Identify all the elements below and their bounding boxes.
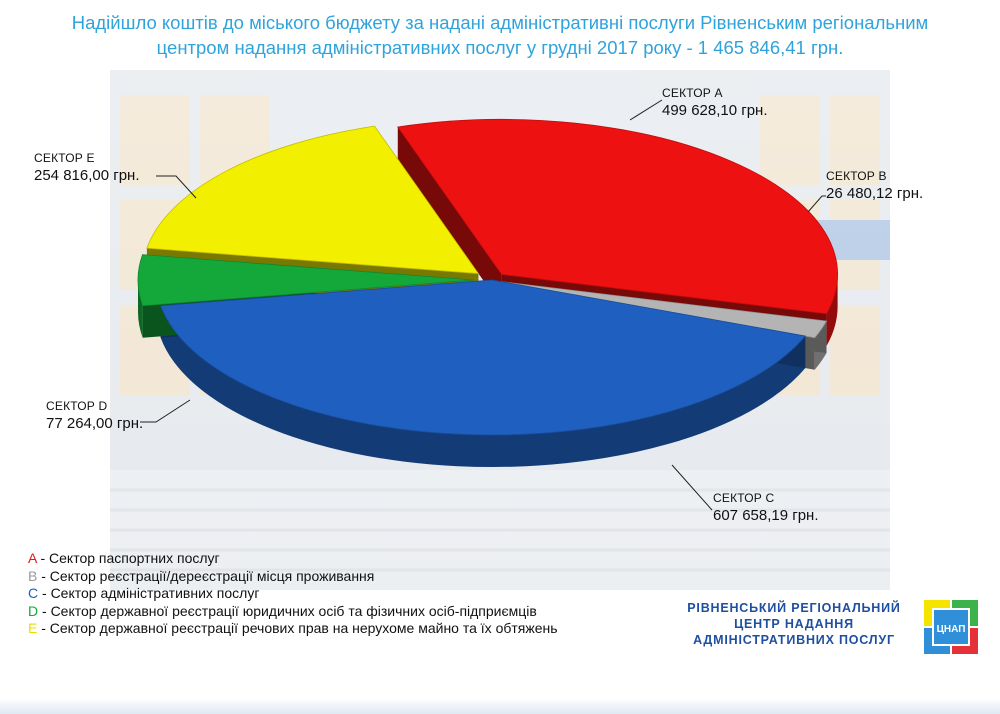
legend-item: E - Сектор державної реєстрації речових …	[28, 620, 558, 638]
logo-yellow-corner	[924, 600, 950, 626]
label-sector-d-name: СЕКТОР D	[46, 399, 108, 413]
leader-line-d	[140, 399, 191, 423]
leader-line-a	[629, 99, 663, 121]
logo-blue-corner	[924, 628, 950, 654]
logo-text: ЦНАП	[937, 624, 966, 635]
legend-text-c: - Сектор адміністративних послуг	[38, 585, 260, 601]
org-line-1: РІВНЕНСЬКИЙ РЕГІОНАЛЬНИЙ	[687, 601, 901, 615]
pie-slice-d	[137, 254, 475, 307]
legend-key-a: A	[28, 550, 37, 566]
pie-side-c	[160, 305, 806, 468]
legend-item: D - Сектор державної реєстрації юридични…	[28, 603, 558, 621]
label-sector-d-value: 77 264,00 грн.	[46, 415, 144, 432]
bottom-strip	[0, 698, 1000, 714]
label-sector-b-value: 26 480,12 грн.	[826, 185, 924, 202]
legend-key-e: E	[28, 620, 38, 636]
legend: A - Сектор паспортних послуг B - Сектор …	[28, 550, 558, 638]
org-line-2: ЦЕНТР НАДАННЯ	[734, 617, 854, 631]
label-sector-e: СЕКТОР Е 254 816,00 грн.	[34, 150, 140, 184]
legend-key-b: B	[28, 567, 38, 584]
chart-title: Надійшло коштів до міського бюджету за н…	[71, 12, 929, 58]
cnap-logo: ЦНАП	[924, 600, 978, 654]
logo-green-corner	[952, 600, 978, 626]
legend-text-e: - Сектор державної реєстрації речових пр…	[37, 620, 558, 636]
org-line-3: АДМІНІСТРАТИВНИХ ПОСЛУГ	[693, 633, 895, 647]
legend-key-d: D	[28, 602, 39, 619]
legend-key-c: C	[28, 585, 39, 601]
label-sector-c: СЕКТОР С 607 658,19 грн.	[713, 490, 819, 524]
legend-text-d: - Сектор державної реєстрації юридичних …	[38, 602, 537, 619]
label-sector-a-value: 499 628,10 грн.	[662, 102, 768, 119]
pie-chart	[137, 99, 838, 511]
legend-item: C - Сектор адміністративних послуг	[28, 585, 558, 603]
label-sector-d: СЕКТОР D 77 264,00 грн.	[46, 398, 143, 432]
legend-item: A - Сектор паспортних послуг	[28, 550, 558, 568]
logo-red-corner	[952, 628, 978, 654]
pie-slice-a	[397, 119, 838, 315]
label-sector-c-name: СЕКТОР С	[713, 491, 775, 505]
label-sector-b: СЕКТОР В 26 480,12 грн.	[826, 168, 923, 202]
pie-slice-e	[146, 125, 480, 275]
label-sector-a-name: СЕКТОР А	[662, 86, 723, 100]
label-sector-c-value: 607 658,19 грн.	[713, 507, 819, 524]
legend-text-a: - Сектор паспортних послуг	[36, 550, 220, 566]
pie-slice-c	[160, 279, 806, 436]
leader-line-b	[807, 195, 826, 213]
legend-text-b: - Сектор реєстрації/дереєстрації місця п…	[37, 567, 375, 584]
leader-line-e	[156, 175, 197, 199]
organization-name: РІВНЕНСЬКИЙ РЕГІОНАЛЬНИЙ ЦЕНТР НАДАННЯ А…	[676, 600, 912, 648]
pie-cut-a-0	[397, 126, 502, 307]
pie-side-a	[826, 274, 838, 346]
label-sector-a: СЕКТОР А 499 628,10 грн.	[662, 85, 768, 119]
label-sector-b-name: СЕКТОР В	[826, 169, 887, 183]
label-sector-e-name: СЕКТОР Е	[34, 151, 95, 165]
label-sector-e-value: 254 816,00 грн.	[34, 167, 140, 184]
legend-item: B - Сектор реєстрації/дереєстрації місця…	[28, 568, 558, 586]
leader-line-c	[671, 464, 713, 511]
pie-slice-b	[501, 281, 828, 339]
